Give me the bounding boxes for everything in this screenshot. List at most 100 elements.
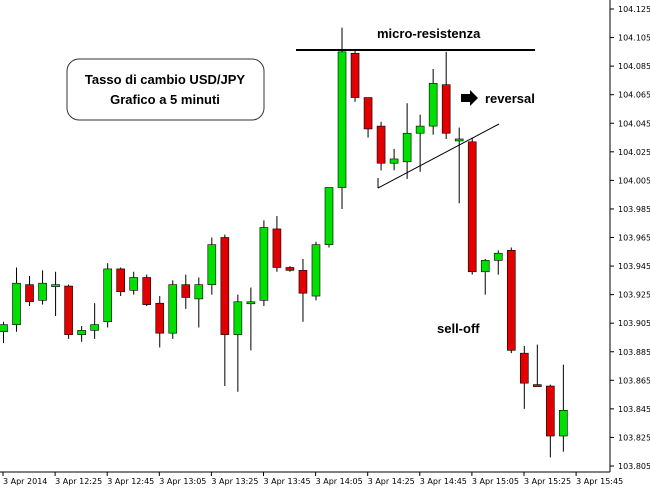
candle-body [220,237,230,335]
candle-body [519,352,529,384]
candle [428,68,438,135]
candle [324,187,334,248]
candle [51,271,60,317]
candle-body [168,284,178,334]
candle [207,237,217,295]
candle [376,121,386,171]
y-tick-label: 104.045 [618,119,650,128]
candle-body [389,158,399,164]
candle-body [559,410,568,437]
candle-body [415,125,425,134]
x-tick-label: 3 Apr 14:05 [316,477,363,486]
y-tick-label: 103.925 [618,291,650,300]
candle [0,321,8,344]
candle-body [350,52,360,98]
candle-body [363,97,373,130]
candle [116,267,125,297]
candle [559,364,568,452]
candle [103,263,112,328]
x-tick-label: 3 Apr 15:45 [576,477,623,486]
candle-body [441,84,451,134]
y-tick-label: 104.025 [618,148,650,157]
candle-body [194,284,204,300]
candle-body [298,270,308,294]
candle [402,103,412,179]
candle [64,284,73,339]
candle-body [480,260,490,273]
candle [90,303,99,339]
candle-body [103,268,112,323]
resistance-label: micro-resistenza [377,26,481,41]
candle-body [337,51,347,188]
x-tick-label: 3 Apr 2014 [3,477,47,486]
y-tick-label: 103.965 [618,234,650,243]
candle-body [324,187,334,245]
y-tick-label: 104.085 [618,62,650,71]
candle [220,234,230,387]
candle [142,274,152,307]
candle [25,276,34,307]
candle [467,137,477,275]
candle-body [12,282,21,325]
candle-body [493,252,503,261]
x-tick-label: 3 Apr 15:05 [472,477,519,486]
candle [454,127,464,204]
candles-layer [0,27,568,458]
y-tick-label: 104.105 [618,34,650,43]
x-tick-label: 3 Apr 15:25 [524,477,571,486]
candle-body [51,284,60,287]
y-tick-label: 103.945 [618,262,650,271]
x-tick-label: 3 Apr 13:45 [264,477,311,486]
y-tick-label: 104.005 [618,176,650,185]
candle-body [376,125,386,164]
candle-body [25,284,34,303]
chart-subtitle: Grafico a 5 minuti [110,92,220,107]
candle [389,148,399,171]
candle-body [428,82,438,127]
y-tick-label: 104.125 [618,5,650,14]
selloff-label: sell-off [437,321,480,336]
candle-body [246,301,256,305]
candle [493,250,503,275]
arrow-right-icon [461,90,478,106]
y-tick-label: 103.825 [618,433,650,442]
candle [12,267,21,332]
candle [519,346,529,409]
candle [155,296,165,348]
candle [129,271,138,295]
candle-body [90,324,99,331]
y-tick-label: 103.845 [618,405,650,414]
candle [272,216,282,272]
reversal-label: reversal [485,91,535,106]
x-tick-label: 3 Apr 12:45 [107,477,154,486]
candle-body [116,268,125,293]
title-box [66,58,265,121]
x-tick-label: 3 Apr 14:45 [420,477,467,486]
candle [441,51,451,139]
candle-body [38,282,47,301]
candle-body [467,141,477,273]
candle-body [129,277,138,291]
candle [480,258,490,295]
candle-body [233,301,243,335]
candle-body [546,385,555,437]
candle-body [402,132,412,163]
y-tick-label: 103.885 [618,348,650,357]
chart-title: Tasso di cambio USD/JPY [85,72,245,87]
candle-body [207,244,217,285]
y-tick-label: 103.985 [618,205,650,214]
trendline-upper [377,123,500,189]
candle [546,384,555,458]
candle [233,294,243,392]
candle [194,277,204,328]
y-tick-label: 104.065 [618,91,650,100]
candle-body [311,244,321,297]
candle [506,247,516,354]
candle-body [142,277,152,305]
x-tick-label: 3 Apr 12:25 [55,477,102,486]
candle [246,287,256,351]
candle [298,258,308,322]
candle-body [506,250,516,351]
